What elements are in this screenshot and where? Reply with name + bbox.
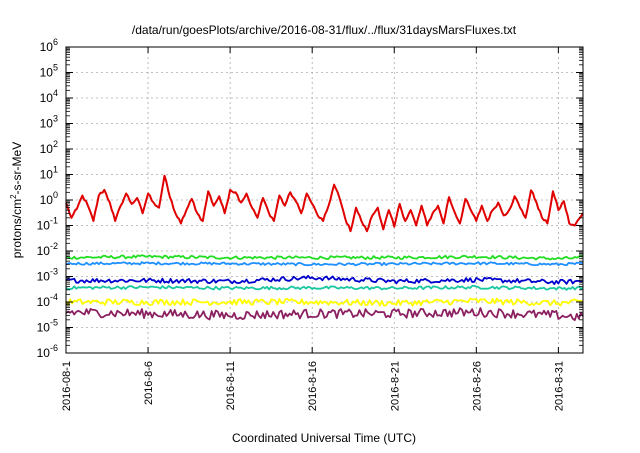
series-line-7 bbox=[65, 307, 584, 321]
x-tick-label: 2016-8-31 bbox=[553, 361, 565, 411]
y-tick-label: 10-6 bbox=[37, 343, 58, 360]
x-tick-label: 2016-8-21 bbox=[389, 361, 401, 411]
y-tick-label: 10-5 bbox=[37, 318, 58, 335]
y-tick-label: 10-1 bbox=[37, 216, 58, 233]
y-tick-label: 106 bbox=[40, 37, 58, 54]
series-line-6 bbox=[65, 297, 584, 307]
x-axis-label: Coordinated Universal Time (UTC) bbox=[232, 431, 416, 445]
plot-frame bbox=[65, 46, 584, 354]
y-tick-label: 104 bbox=[40, 88, 58, 105]
series-line-5 bbox=[65, 285, 584, 291]
chart-title: /data/run/goesPlots/archive/2016-08-31/f… bbox=[132, 23, 517, 37]
y-tick-label: 102 bbox=[40, 139, 58, 156]
x-tick-label: 2016-08-1 bbox=[61, 361, 73, 411]
y-tick-label: 10-2 bbox=[37, 241, 58, 258]
series-line-2 bbox=[66, 254, 584, 261]
y-axis-label: protons/cm2-s-sr-MeV bbox=[9, 142, 24, 258]
y-tick-label: 105 bbox=[40, 63, 58, 80]
x-tick-label: 2016-8-26 bbox=[471, 361, 483, 411]
y-tick-label: 101 bbox=[40, 165, 58, 182]
series-line-1 bbox=[65, 174, 584, 233]
y-tick-label: 10-4 bbox=[37, 292, 58, 309]
y-tick-label: 10-3 bbox=[37, 267, 58, 284]
y-tick-label: 100 bbox=[40, 190, 58, 207]
series-lines bbox=[65, 174, 584, 321]
axis-ticks bbox=[65, 46, 583, 354]
series-line-3 bbox=[65, 261, 584, 267]
x-tick-label: 2016-8-11 bbox=[225, 361, 237, 410]
y-axis-label-suffix: -s-sr-MeV bbox=[10, 142, 24, 195]
y-axis-label-prefix: protons/cm bbox=[10, 199, 24, 258]
x-tick-label: 2016-8-16 bbox=[307, 361, 319, 411]
x-tick-label: 2016-8-6 bbox=[143, 361, 155, 405]
grid-lines bbox=[65, 47, 583, 353]
y-tick-label: 103 bbox=[40, 114, 58, 131]
series-line-4 bbox=[65, 274, 584, 285]
tick-labels: 2016-08-1 2016-8-6 2016-8-11 2016-8-16 2016-… bbox=[37, 37, 566, 411]
y-axis-label-sup: 2 bbox=[9, 194, 18, 199]
